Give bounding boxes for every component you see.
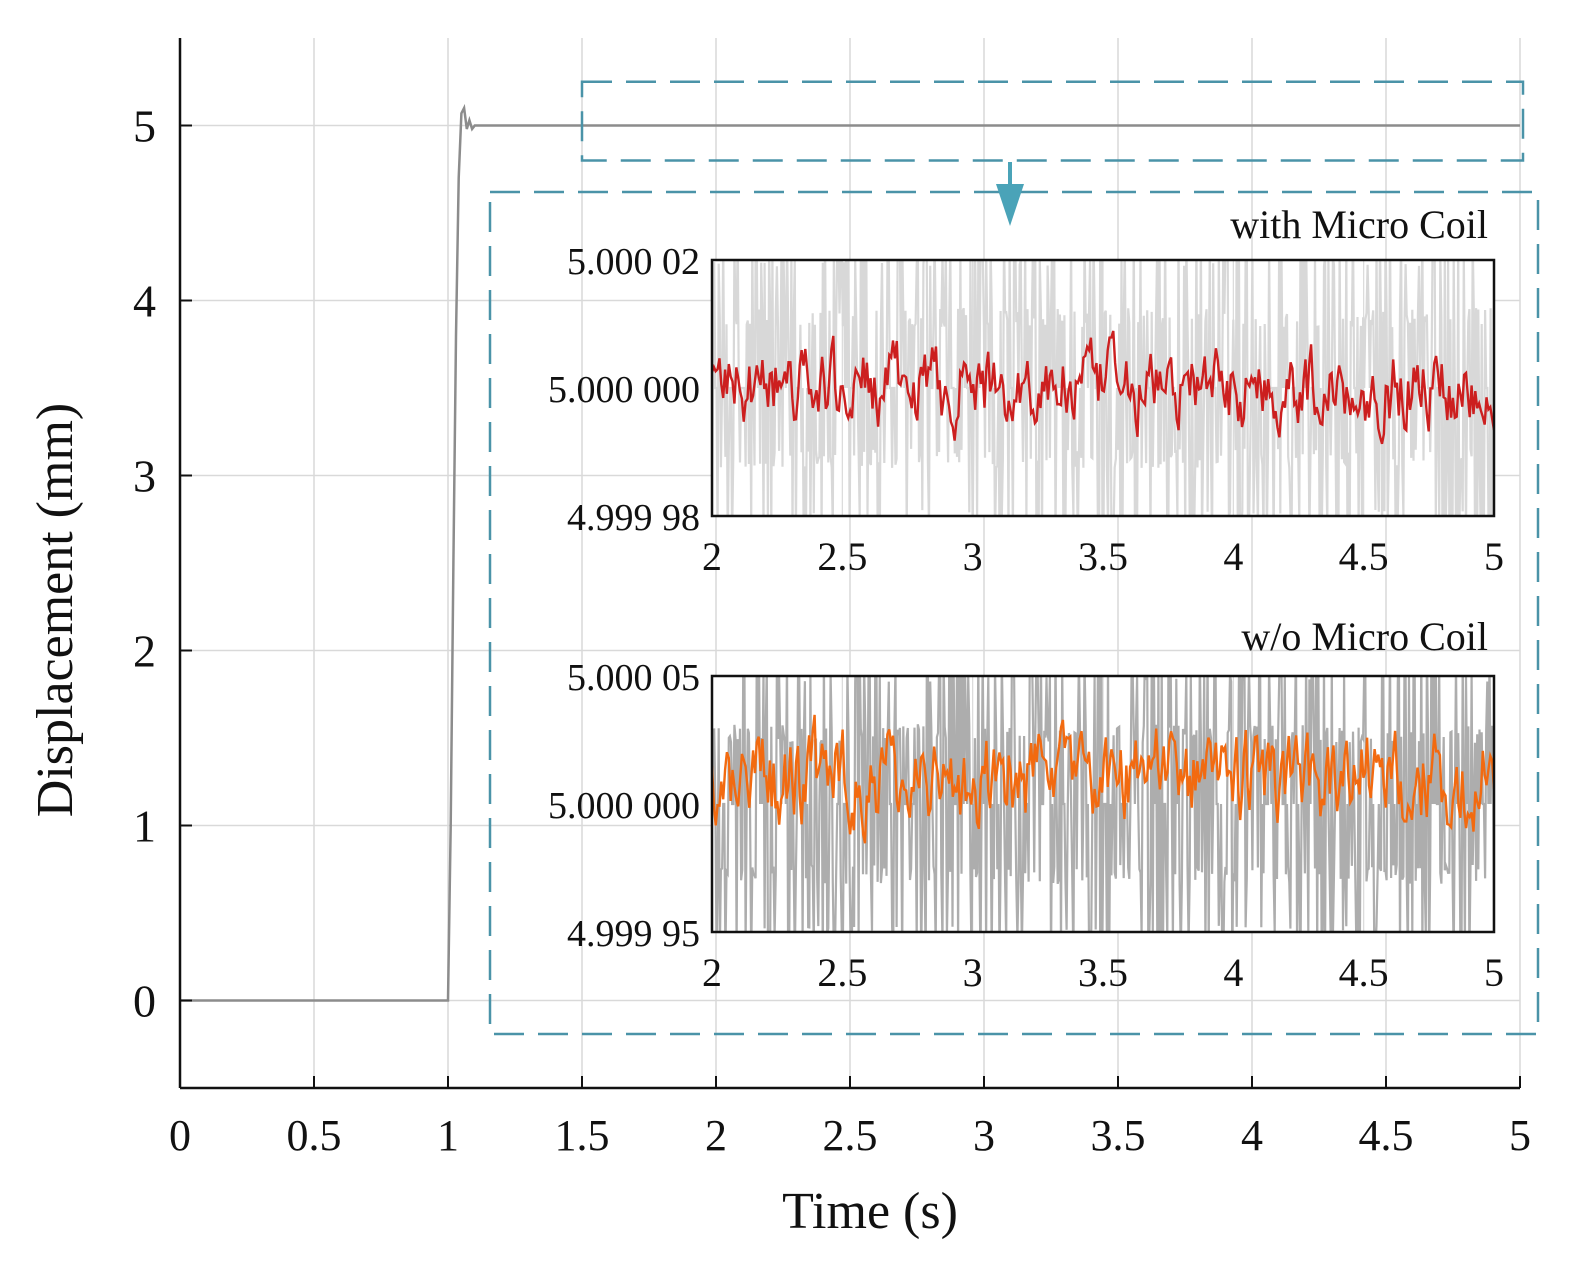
main-series [180,103,1520,1002]
inset-y-tick-label: 4.999 95 [567,913,700,955]
inset-with-title: with Micro Coil [1230,202,1488,247]
y-tick-label: 5 [133,101,156,152]
main-axes [178,38,1521,1090]
inset-y-tick-label: 5.000 02 [567,241,700,283]
inset-raw-series [712,260,1494,516]
inset-frame [710,258,1496,518]
inset-x-tick-label: 2.5 [817,950,867,995]
inset-filtered-series [712,714,1494,844]
inset-plot-area [712,260,1494,516]
inset-frame-box [488,190,1540,1036]
inset-with-micro-coil: 2 2.5 3 3.5 4 4.5 5 4.999 98 5.000 000 5.000 02 [548,241,1504,579]
zoom-region-box [580,80,1525,162]
main-series-line [180,103,1520,1002]
x-tick-label: 5 [1509,1111,1531,1160]
x-axis-label: Time (s) [782,1183,958,1240]
inset-without-micro-coil: 2 2.5 3 3.5 4 4.5 5 4.999 95 5.000 000 5.000 05 [548,657,1504,995]
y-tick-label: 2 [133,626,156,677]
inset-x-tick-label: 3.5 [1078,534,1128,579]
zoom-callouts [488,80,1540,1036]
inset-raw-series [712,676,1494,932]
x-tick-label: 2 [705,1111,727,1160]
y-tick-label: 0 [133,976,156,1027]
zoom-arrow-head [996,184,1024,226]
inset-y-tick-label: 5.000 000 [548,369,700,411]
y-axis-label: Displacement (mm) [27,403,84,817]
x-tick-label: 4.5 [1359,1111,1414,1160]
y-tick-label: 4 [133,276,156,327]
x-tick-label: 4 [1241,1111,1263,1160]
inset-y-tick-label: 4.999 98 [567,497,700,539]
inset-x-tick-label: 4.5 [1339,534,1389,579]
inset-x-tick-label: 2 [702,950,722,995]
x-tick-label: 2.5 [823,1111,878,1160]
inset-x-tick-label: 3.5 [1078,950,1128,995]
x-tick-label: 3 [973,1111,995,1160]
inset-frame [710,674,1496,934]
x-tick-label: 1 [437,1111,459,1160]
inset-x-tick-label: 2 [702,534,722,579]
inset-x-tick-label: 5 [1484,950,1504,995]
inset-x-tick-label: 4.5 [1339,950,1389,995]
inset-x-tick-label: 3 [963,950,983,995]
inset-plot-area [712,676,1494,932]
inset-x-tick-label: 2.5 [817,534,867,579]
inset-filtered-series [712,330,1494,445]
x-tick-label: 1.5 [555,1111,610,1160]
main-tick-labels: 0 0.5 1 1.5 2 2.5 3 3.5 4 4.5 5 0 1 2 3 4 5 [133,101,1531,1161]
y-tick-label: 3 [133,451,156,502]
inset-without-title: w/o Micro Coil [1241,614,1488,659]
inset-x-tick-label: 5 [1484,534,1504,579]
inset-y-tick-label: 5.000 05 [567,657,700,699]
inset-x-tick-label: 4 [1223,950,1243,995]
x-tick-label: 0 [169,1111,191,1160]
y-tick-label: 1 [133,801,156,852]
inset-x-tick-label: 4 [1223,534,1243,579]
x-tick-label: 3.5 [1091,1111,1146,1160]
x-tick-label: 0.5 [287,1111,342,1160]
inset-y-tick-label: 5.000 000 [548,785,700,827]
inset-x-tick-label: 3 [963,534,983,579]
